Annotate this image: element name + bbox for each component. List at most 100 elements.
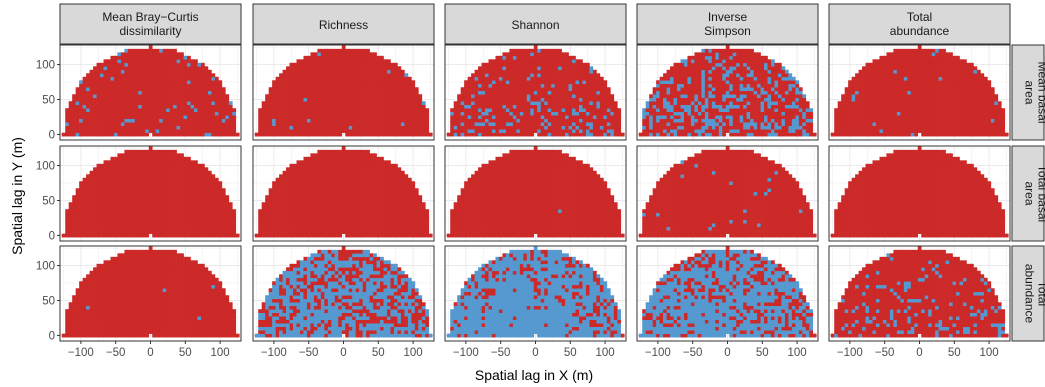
heat-cell-dominant: [687, 55, 692, 60]
heat-cell-dominant: [613, 118, 618, 123]
heat-cell-dominant: [313, 94, 318, 99]
heat-cell-dominant: [875, 76, 880, 81]
heat-cell-dominant: [670, 122, 674, 126]
heat-cell-dominant: [872, 101, 877, 106]
heat-cell-minority: [572, 94, 576, 99]
heat-cell-dominant: [547, 104, 552, 109]
heat-cell-dominant: [313, 101, 318, 106]
heat-cell-dominant: [551, 115, 555, 119]
heat-cell-dominant: [869, 104, 873, 109]
heat-cell-dominant: [478, 76, 482, 81]
heat-cell-dominant: [352, 97, 356, 102]
heat-cell-dominant: [145, 111, 150, 116]
heat-cell-dominant: [732, 73, 737, 78]
heat-cell-dominant: [183, 62, 188, 67]
heat-cell-dominant: [519, 73, 524, 78]
heat-cell-dominant: [324, 62, 329, 67]
heat-cell-dominant: [575, 104, 580, 109]
heat-cell-dominant: [582, 129, 587, 133]
heat-cell-dominant: [568, 122, 573, 126]
heat-cell-dominant: [390, 122, 395, 126]
heat-cell-dominant: [743, 111, 747, 116]
heat-cell-dominant: [879, 115, 884, 119]
heat-cell-dominant: [197, 66, 202, 71]
heat-cell-dominant: [505, 66, 510, 71]
heat-cell-dominant: [701, 122, 706, 126]
heat-cell-dominant: [96, 87, 101, 92]
heat-cell-dominant: [551, 90, 555, 95]
heat-cell-dominant: [924, 132, 929, 137]
heat-cell-minority: [795, 97, 800, 102]
heat-cell-dominant: [673, 76, 678, 81]
heat-cell-minority: [715, 122, 720, 126]
heat-cell-dominant: [141, 73, 146, 78]
heat-cell-dominant: [310, 125, 315, 130]
strip-label: Shannon: [511, 18, 559, 32]
heat-cell-dominant: [945, 76, 950, 81]
heat-cell-dominant: [327, 94, 332, 99]
heat-cell-dominant: [966, 132, 971, 137]
heat-cell-dominant: [275, 115, 280, 119]
heat-cell-dominant: [697, 66, 702, 71]
heat-cell-dominant: [303, 62, 308, 67]
heat-cell-dominant: [187, 129, 191, 133]
heat-cell-dominant: [369, 94, 374, 99]
heat-cell-minority: [704, 132, 709, 137]
heat-cell-dominant: [931, 104, 936, 109]
heat-cell-dominant: [670, 97, 674, 102]
heat-cell-dominant: [690, 73, 695, 78]
heat-cell-minority: [124, 62, 129, 67]
heat-cell-dominant: [757, 55, 761, 60]
heat-cell-dominant: [289, 129, 294, 133]
heat-cell-dominant: [585, 108, 590, 113]
heat-cell-dominant: [145, 90, 150, 95]
heat-cell-dominant: [512, 97, 517, 102]
heat-cell-dominant: [917, 80, 922, 85]
heat-cell-dominant: [617, 129, 622, 133]
heat-cell-dominant: [127, 66, 132, 71]
heat-cell-dominant: [279, 101, 283, 106]
heat-cell-dominant: [834, 111, 839, 116]
heat-cell-dominant: [502, 76, 507, 81]
heat-cell-dominant: [921, 76, 926, 81]
heat-cell-dominant: [921, 122, 926, 126]
heat-cell-dominant: [837, 108, 842, 113]
heat-cell-dominant: [183, 104, 188, 109]
heat-cell-dominant: [694, 55, 699, 60]
heat-cell-dominant: [649, 129, 653, 133]
heat-cell-dominant: [690, 108, 695, 113]
heat-cell-dominant: [180, 69, 184, 74]
heat-cell-dominant: [718, 66, 723, 71]
heat-cell-dominant: [963, 115, 967, 119]
heat-cell-minority: [579, 97, 583, 102]
heat-cell-dominant: [882, 83, 887, 88]
heat-cell-dominant: [261, 122, 266, 126]
heat-cell-dominant: [61, 132, 66, 137]
heat-cell-dominant: [851, 132, 856, 137]
heat-cell-dominant: [355, 76, 360, 81]
heat-cell-dominant: [722, 62, 727, 67]
heat-cell-dominant: [306, 55, 311, 60]
heat-cell-dominant: [530, 55, 535, 60]
heatmap-panel: [444, 44, 627, 141]
heat-cell-dominant: [704, 48, 709, 53]
heat-cell-dominant: [152, 83, 157, 88]
heat-cell-dominant: [760, 59, 765, 64]
heat-cell-minority: [722, 122, 727, 126]
heat-cell-dominant: [313, 62, 318, 67]
heat-cell-dominant: [642, 118, 647, 123]
heat-cell-dominant: [949, 129, 953, 133]
heat-cell-dominant: [200, 62, 205, 67]
heat-cell-dominant: [997, 101, 1002, 106]
heat-cell-dominant: [715, 80, 720, 85]
heat-cell-dominant: [565, 97, 569, 102]
heat-cell-dominant: [131, 115, 136, 119]
heat-cell-dominant: [275, 111, 280, 116]
heat-cell-dominant: [886, 80, 891, 85]
heat-cell-dominant: [348, 48, 353, 53]
heat-cell-dominant: [286, 66, 290, 71]
heat-cell-dominant: [225, 94, 230, 99]
heat-cell-minority: [659, 115, 664, 119]
heat-cell-dominant: [387, 129, 391, 133]
heat-cell-dominant: [313, 111, 318, 116]
